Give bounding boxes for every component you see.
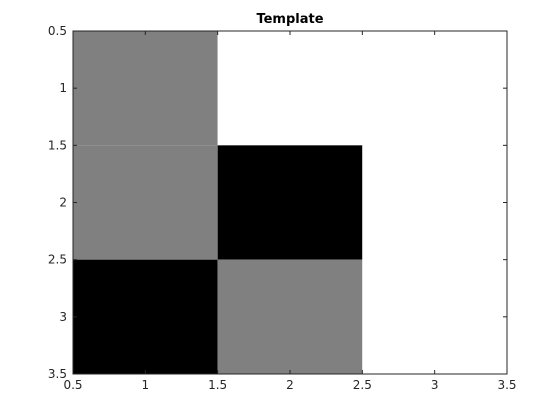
y-tick-label: 2 bbox=[59, 196, 67, 210]
heatmap-cells bbox=[73, 31, 507, 374]
x-tick-label: 1 bbox=[142, 378, 150, 392]
x-tick-label: 2 bbox=[286, 378, 294, 392]
x-tick-label: 0.5 bbox=[63, 378, 82, 392]
heatmap-cell-r2-c3 bbox=[362, 145, 507, 260]
heatmap-cell-r3-c1 bbox=[73, 259, 218, 374]
y-tick-label: 1.5 bbox=[48, 138, 67, 152]
x-axis: 0.5 1 1.5 2 2.5 3 3.5 bbox=[63, 31, 517, 392]
heatmap-cell-r2-c1 bbox=[73, 145, 218, 260]
y-tick-label: 0.5 bbox=[48, 24, 67, 38]
x-tick-label: 3.5 bbox=[497, 378, 516, 392]
heatmap-cell-r3-c2 bbox=[217, 259, 363, 374]
y-tick-label: 2.5 bbox=[48, 253, 67, 267]
y-tick-label: 3 bbox=[59, 310, 67, 324]
heatmap-cell-r1-c2 bbox=[217, 31, 363, 146]
heatmap-cell-r3-c3 bbox=[362, 259, 507, 374]
y-tick-label: 3.5 bbox=[48, 367, 67, 381]
heatmap-cell-r1-c3 bbox=[362, 31, 507, 146]
y-tick-label: 1 bbox=[59, 81, 67, 95]
heatmap-cell-r2-c2 bbox=[217, 145, 363, 260]
x-tick-label: 2.5 bbox=[353, 378, 372, 392]
x-tick-label: 3 bbox=[431, 378, 439, 392]
chart-title: Template bbox=[256, 12, 323, 27]
y-axis: 0.5 1 1.5 2 2.5 3 3.5 bbox=[48, 24, 507, 381]
heatmap-cell-r1-c1 bbox=[73, 31, 218, 146]
x-tick-label: 1.5 bbox=[208, 378, 227, 392]
